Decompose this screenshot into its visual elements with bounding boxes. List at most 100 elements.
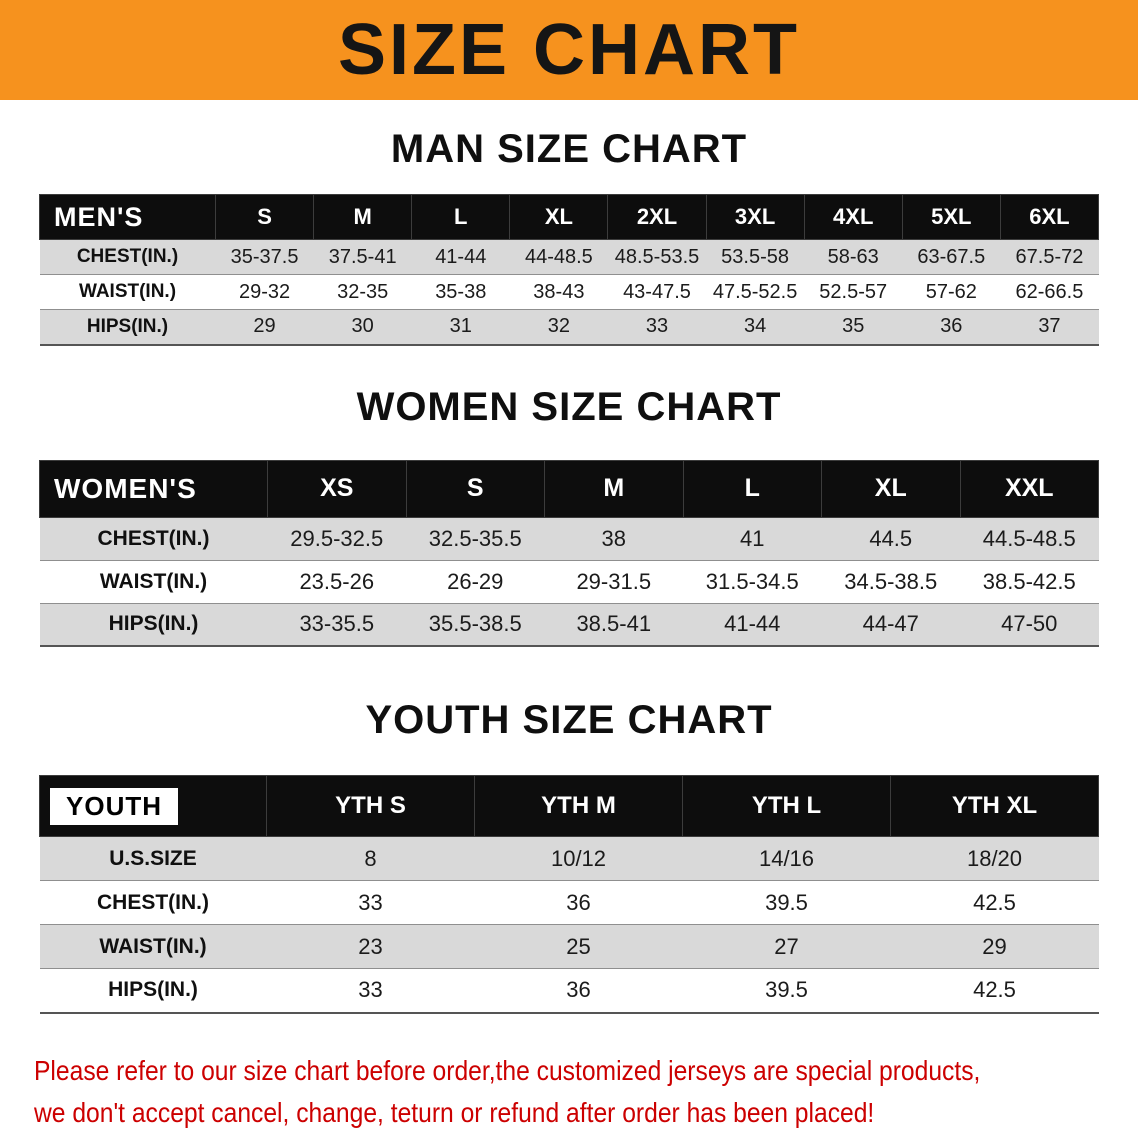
size-column-header: 5XL bbox=[901, 194, 1001, 240]
measurement-value: 35-38 bbox=[411, 274, 510, 310]
measurement-value: 23 bbox=[266, 924, 475, 969]
measurement-value: 8 bbox=[266, 836, 475, 881]
measurement-value: 42.5 bbox=[890, 880, 1099, 925]
measurement-value: 31.5-34.5 bbox=[683, 559, 822, 603]
measurement-value: 27 bbox=[682, 924, 891, 969]
disclaimer-line-2: we don't accept cancel, change, teturn o… bbox=[34, 1096, 875, 1128]
measurement-value: 32 bbox=[509, 309, 608, 345]
size-column-header: 4XL bbox=[803, 194, 903, 240]
measurement-value: 53.5-58 bbox=[706, 239, 805, 275]
measurement-value: 43-47.5 bbox=[607, 274, 707, 310]
measurement-label: HIPS(IN.) bbox=[39, 602, 268, 646]
table-header-row: MEN'S S M L XL 2XL 3XL 4XL 5XL 6XL bbox=[39, 194, 1100, 240]
measurement-value: 39.5 bbox=[682, 880, 891, 925]
men-section-heading: MAN SIZE CHART bbox=[390, 127, 748, 171]
measurement-value: 35-37.5 bbox=[215, 239, 314, 275]
size-column-header: L bbox=[411, 194, 511, 240]
size-column-header: XS bbox=[267, 459, 407, 518]
measurement-value: 25 bbox=[474, 924, 683, 969]
measurement-value: 33-35.5 bbox=[267, 602, 406, 646]
measurement-value: 38.5-41 bbox=[544, 602, 683, 646]
measurement-value: 39.5 bbox=[682, 968, 891, 1013]
measurement-value: 23.5-26 bbox=[267, 559, 406, 603]
measurement-value: 42.5 bbox=[890, 968, 1099, 1013]
table-corner-text: MEN'S bbox=[54, 201, 144, 232]
size-column-header: XL bbox=[509, 194, 609, 240]
women-section-heading: WOMEN SIZE CHART bbox=[356, 384, 782, 429]
measurement-label: WAIST(IN.) bbox=[39, 924, 267, 969]
measurement-value: 33 bbox=[266, 880, 475, 925]
women-size-table: WOMEN'S XS S M L XL XXL CHEST(IN.) 29.5-32.5 32.5… bbox=[39, 459, 1099, 647]
youth-section-heading: YOUTH SIZE CHART bbox=[365, 698, 773, 742]
size-column-header: YTH S bbox=[266, 775, 475, 837]
measurement-value: 26-29 bbox=[406, 559, 545, 603]
size-column-header: YTH L bbox=[682, 775, 891, 837]
men-size-table: MEN'S S M L XL 2XL 3XL 4XL 5XL 6XL CHEST(IN.) 35-37… bbox=[39, 194, 1100, 346]
measurement-value: 52.5-57 bbox=[804, 274, 903, 310]
table-header-row: WOMEN'S XS S M L XL XXL bbox=[39, 459, 1099, 518]
measurement-value: 62-66.5 bbox=[1000, 274, 1099, 310]
measurement-value: 48.5-53.5 bbox=[607, 239, 707, 275]
table-corner-text: WOMEN'S bbox=[54, 472, 197, 504]
measurement-label: CHEST(IN.) bbox=[39, 516, 268, 560]
measurement-value: 29-32 bbox=[215, 274, 314, 310]
measurement-row: CHEST(IN.) 29.5-32.5 32.5-35.5 38 41 44.5 44.5… bbox=[39, 516, 1099, 560]
measurement-value: 41-44 bbox=[683, 602, 822, 646]
measurement-value: 47-50 bbox=[960, 602, 1099, 646]
measurement-row: HIPS(IN.) 33 36 39.5 42.5 bbox=[39, 968, 1099, 1013]
table-corner-label: MEN'S bbox=[39, 194, 216, 240]
measurement-label: WAIST(IN.) bbox=[39, 559, 268, 603]
measurement-value: 34 bbox=[706, 309, 805, 345]
size-column-header: 6XL bbox=[999, 194, 1100, 240]
measurement-row: CHEST(IN.) 35-37.5 37.5-41 41-44 44-48.5 48.5… bbox=[39, 239, 1099, 275]
measurement-value: 44.5 bbox=[821, 516, 960, 560]
measurement-value: 37 bbox=[1000, 309, 1099, 345]
measurement-label: U.S.SIZE bbox=[39, 836, 267, 881]
measurement-value: 18/20 bbox=[890, 836, 1099, 881]
table-corner-label: WOMEN'S bbox=[39, 459, 268, 518]
measurement-value: 30 bbox=[313, 309, 412, 345]
measurement-row: CHEST(IN.) 33 36 39.5 42.5 bbox=[39, 880, 1099, 925]
measurement-value: 14/16 bbox=[682, 836, 891, 881]
measurement-label: CHEST(IN.) bbox=[39, 239, 216, 275]
measurement-value: 36 bbox=[474, 968, 683, 1013]
size-column-header: 2XL bbox=[607, 194, 707, 240]
measurement-value: 32-35 bbox=[313, 274, 412, 310]
measurement-label: WAIST(IN.) bbox=[39, 274, 216, 310]
measurement-value: 38 bbox=[544, 516, 683, 560]
measurement-value: 67.5-72 bbox=[1000, 239, 1099, 275]
measurement-value: 44-47 bbox=[821, 602, 960, 646]
measurement-value: 33 bbox=[266, 968, 475, 1013]
measurement-value: 32.5-35.5 bbox=[406, 516, 545, 560]
size-column-header: L bbox=[682, 459, 822, 518]
measurement-row: HIPS(IN.) 29 30 31 32 33 34 35 36 37 bbox=[39, 309, 1099, 345]
measurement-row: WAIST(IN.) 23.5-26 26-29 29-31.5 31.5-34.5 34… bbox=[39, 559, 1099, 603]
measurement-value: 63-67.5 bbox=[902, 239, 1001, 275]
table-corner-label: YOUTH bbox=[39, 775, 267, 837]
page-title: SIZE CHART bbox=[338, 10, 800, 90]
measurement-value: 44-48.5 bbox=[509, 239, 608, 275]
measurement-value: 58-63 bbox=[804, 239, 903, 275]
measurement-value: 47.5-52.5 bbox=[706, 274, 805, 310]
measurement-value: 36 bbox=[474, 880, 683, 925]
size-column-header: M bbox=[544, 459, 684, 518]
size-column-header: XL bbox=[821, 459, 961, 518]
measurement-value: 29-31.5 bbox=[544, 559, 683, 603]
measurement-row: U.S.SIZE 8 10/12 14/16 18/20 bbox=[39, 836, 1099, 881]
measurement-value: 35.5-38.5 bbox=[406, 602, 545, 646]
size-column-header: XXL bbox=[959, 459, 1099, 518]
measurement-label: CHEST(IN.) bbox=[39, 880, 267, 925]
measurement-label: HIPS(IN.) bbox=[39, 968, 267, 1013]
disclaimer-note: Please refer to our size chart before or… bbox=[34, 1050, 1006, 1132]
measurement-row: WAIST(IN.) 23 25 27 29 bbox=[39, 924, 1099, 969]
banner: SIZE CHART bbox=[0, 0, 1138, 100]
size-column-header: S bbox=[214, 194, 315, 240]
size-column-header: M bbox=[313, 194, 413, 240]
measurement-label: HIPS(IN.) bbox=[39, 309, 216, 345]
measurement-value: 44.5-48.5 bbox=[960, 516, 1099, 560]
table-corner-text: YOUTH bbox=[50, 787, 178, 825]
measurement-value: 41-44 bbox=[411, 239, 510, 275]
measurement-value: 33 bbox=[607, 309, 707, 345]
measurement-value: 31 bbox=[411, 309, 510, 345]
